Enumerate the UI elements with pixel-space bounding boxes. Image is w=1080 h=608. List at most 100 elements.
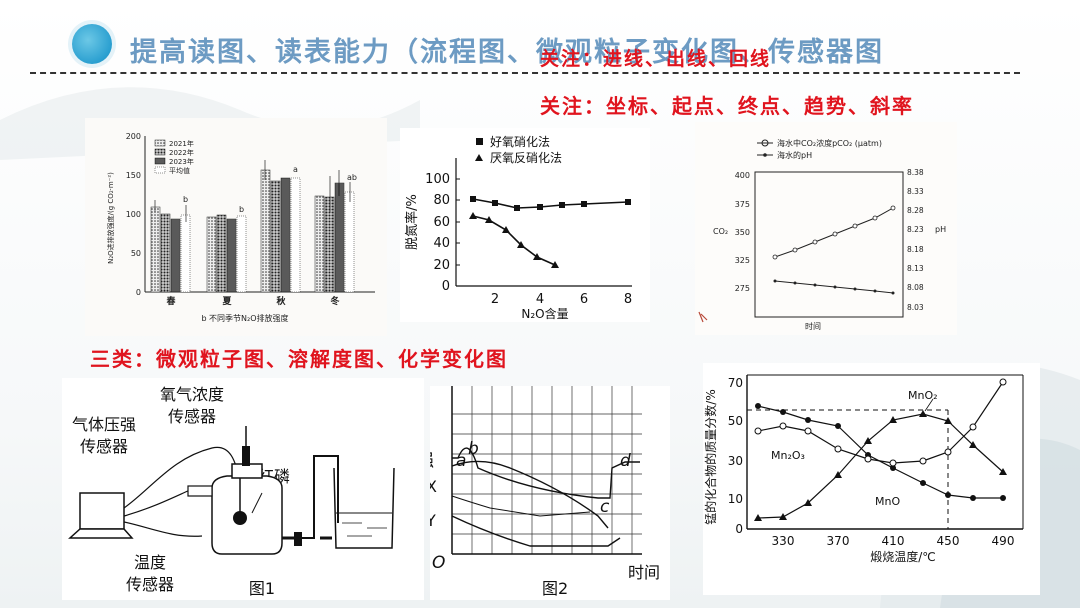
chart-co2-ph: 海水中CO₂浓度pCO₂ (μatm) 海水的pH 400 375 350 32… xyxy=(695,122,957,335)
chart4-xtick: 410 xyxy=(882,534,905,548)
figure-apparatus: 气体压强 传感器 氧气浓度 传感器 红磷 温度 传感器 图1 xyxy=(62,378,424,600)
chart1-legend: 2022年 xyxy=(169,148,194,157)
chart3-ytick-right: 8.33 xyxy=(907,187,924,196)
chart2-xlabel: N₂O含量 xyxy=(521,306,568,321)
chart2-xtick: 8 xyxy=(624,292,632,307)
chart4-ytick: 70 xyxy=(728,376,743,390)
fig2-ylabel: 压强 xyxy=(430,451,434,471)
chart3-ytick-left: 325 xyxy=(735,256,750,265)
chart-seasonal-n2o: 0 50 100 150 200 N₂O进排放强度/(g CO₂·m⁻²) 20… xyxy=(85,118,387,336)
chart1-ytick: 50 xyxy=(131,249,141,258)
chart1-ytick: 200 xyxy=(126,132,141,141)
laptop-icon xyxy=(79,492,125,530)
note-figure-types: 三类：微观粒子图、溶解度图、化学变化图 xyxy=(90,347,508,371)
chart1-ylabel: N₂O进排放强度/(g CO₂·m⁻²) xyxy=(106,172,115,264)
fig2-level-label: X xyxy=(430,477,437,496)
chart1-caption: b 不同季节N₂O排放强度 xyxy=(201,313,288,323)
chart2-legend: 厌氧反硝化法 xyxy=(490,151,562,165)
chart4-series-label: Mn₂O₃ xyxy=(771,449,805,462)
chart2-xtick: 2 xyxy=(491,292,499,307)
chart3-xlabel: 时间 xyxy=(805,321,821,331)
label-temperature-sensor: 温度 xyxy=(134,553,166,572)
chart4-xtick: 330 xyxy=(772,534,795,548)
chart3-legend: 海水的pH xyxy=(777,150,812,160)
fig2-point-label: c xyxy=(600,497,610,517)
chart2-ytick: 80 xyxy=(433,193,450,208)
label-oxygen-sensor: 传感器 xyxy=(168,407,216,426)
chart1-sig-mark: ab xyxy=(347,173,357,182)
chart2-ytick: 20 xyxy=(433,258,450,273)
title-bullet-icon xyxy=(72,24,112,64)
chart2-ytick: 0 xyxy=(442,279,450,294)
beaker-icon xyxy=(333,467,395,549)
fig2-point-label: a xyxy=(456,451,466,471)
chart2-legend: 好氧硝化法 xyxy=(490,135,550,149)
chart1-sig-mark: b xyxy=(239,205,244,214)
title-divider xyxy=(30,72,1020,74)
figure2-caption: 图2 xyxy=(542,579,568,598)
chart1-ytick: 0 xyxy=(136,288,141,297)
chart2-ytick: 40 xyxy=(433,236,450,251)
chart3-ytick-right: 8.08 xyxy=(907,283,924,292)
chart3-ytick-left: 275 xyxy=(735,284,750,293)
chart4-xlabel: 煅烧温度/℃ xyxy=(870,549,936,564)
page-title: 提高读图、读表能力（流程图、微观粒子变化图、传感器图 xyxy=(130,37,884,68)
chart4-ytick: 30 xyxy=(728,454,743,468)
chart1-legend: 2021年 xyxy=(169,139,194,148)
legend-square-icon xyxy=(476,138,483,145)
fig2-point-label: d xyxy=(620,451,631,471)
chart3-ytick-right: 8.03 xyxy=(907,303,924,312)
label-pressure-sensor: 气体压强 xyxy=(72,415,136,434)
chart4-series-label: MnO₂ xyxy=(908,389,938,402)
label-pressure-sensor: 传感器 xyxy=(80,437,128,456)
chart3-ytick-right: 8.13 xyxy=(907,264,924,273)
chart-denitrification: 0 20 40 60 80 100 2 4 6 8 脱氮率/% N₂O含量 好氧… xyxy=(400,128,650,322)
chart4-ytick: 50 xyxy=(728,414,743,428)
label-temperature-sensor: 传感器 xyxy=(126,575,174,594)
chart3-ytick-left: 375 xyxy=(735,200,750,209)
flask-icon xyxy=(211,475,283,555)
chart4-ytick: 0 xyxy=(735,522,743,536)
chart3-ytick-left: 350 xyxy=(735,228,750,237)
chart3-ytick-right: 8.18 xyxy=(907,245,924,254)
chart4-xtick: 490 xyxy=(992,534,1015,548)
chart1-legend: 2023年 xyxy=(169,157,194,166)
chart3-ylabel-left: CO₂ xyxy=(713,227,728,236)
chart4-ylabel: 锰的化合物的质量分数/% xyxy=(703,389,718,524)
note-coordinates: 关注：坐标、起点、终点、趋势、斜率 xyxy=(540,94,914,118)
chart1-ytick: 100 xyxy=(126,210,141,219)
chart3-legend: 海水中CO₂浓度pCO₂ (μatm) xyxy=(777,138,882,148)
chart2-ytick: 60 xyxy=(433,215,450,230)
chart3-ytick-right: 8.38 xyxy=(907,168,924,177)
chart2-xtick: 4 xyxy=(536,292,544,307)
chart4-series-label: MnO xyxy=(875,495,900,508)
chart3-ylabel-right: pH xyxy=(935,225,946,234)
chart1-category: 冬 xyxy=(330,295,340,307)
chart3-ytick-left: 400 xyxy=(735,171,750,180)
chart-manganese-compounds: 0 10 30 50 70 330 370 410 450 490 锰的化合物的… xyxy=(703,363,1040,595)
fig2-level-label: Y xyxy=(430,511,436,530)
note-curves: 关注：进线、出线、回线 xyxy=(540,48,772,70)
figure1-caption: 图1 xyxy=(249,579,275,598)
chart1-ytick: 150 xyxy=(126,171,141,180)
chart4-xtick: 370 xyxy=(827,534,850,548)
chart2-xtick: 6 xyxy=(580,292,588,307)
chart1-sig-mark: a xyxy=(293,165,298,174)
chart3-ytick-right: 8.23 xyxy=(907,225,924,234)
figure-pressure-time: a b c d O X Y 压强 时间 图2 xyxy=(400,386,670,600)
chart1-category: 夏 xyxy=(221,296,232,307)
chart1-category: 春 xyxy=(165,295,176,307)
label-oxygen-sensor: 氧气浓度 xyxy=(160,385,224,404)
legend-triangle-icon xyxy=(475,154,483,161)
chart1-sig-mark: b xyxy=(183,195,188,204)
chart2-ytick: 100 xyxy=(425,172,450,187)
fig2-origin: O xyxy=(432,553,445,573)
chart4-xtick: 450 xyxy=(937,534,960,548)
chart1-category: 秋 xyxy=(275,295,286,307)
fig2-point-label: b xyxy=(468,439,479,459)
fig2-xlabel: 时间 xyxy=(628,563,660,582)
chart4-ytick: 10 xyxy=(728,492,743,506)
chart3-ytick-right: 8.28 xyxy=(907,206,924,215)
chart2-ylabel: 脱氮率/% xyxy=(404,194,420,250)
chart1-legend: 平均值 xyxy=(169,166,190,175)
